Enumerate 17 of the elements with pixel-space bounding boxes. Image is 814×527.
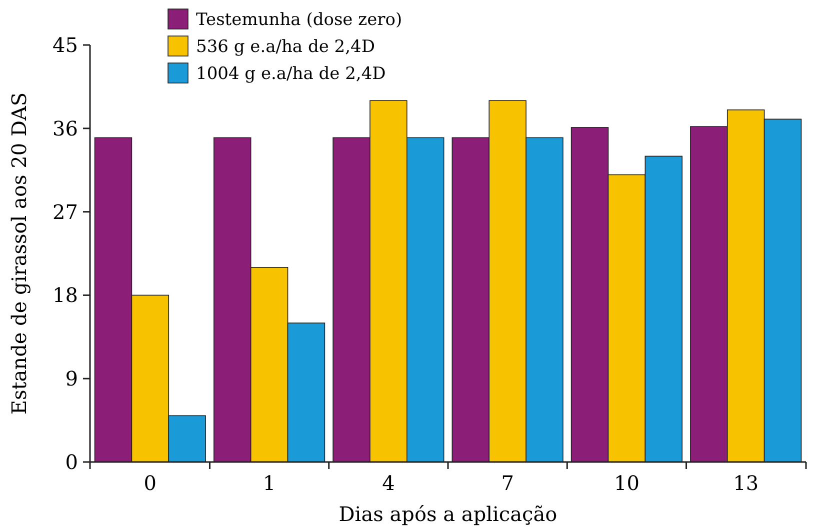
- y-tick-label: 9: [65, 366, 78, 391]
- x-axis-title: Dias após a aplicação: [338, 502, 558, 526]
- y-tick-label: 18: [52, 283, 78, 308]
- legend-label: 536 g e.a/ha de 2,4D: [196, 36, 375, 57]
- x-tick-label: 4: [382, 471, 395, 495]
- y-axis-title: Estande de girassol aos 20 DAS: [7, 92, 31, 415]
- y-tick-label: 27: [52, 200, 78, 224]
- x-tick-label: 0: [144, 471, 157, 495]
- y-tick-label: 0: [65, 450, 78, 474]
- legend-label: Testemunha (dose zero): [196, 10, 402, 30]
- x-tick-label: 7: [501, 471, 514, 495]
- x-tick-label: 1: [262, 471, 276, 495]
- y-tick-label: 36: [52, 116, 78, 140]
- x-tick-label: 10: [614, 471, 640, 495]
- y-tick-label: 45: [52, 33, 78, 57]
- x-tick-label: 13: [733, 471, 759, 495]
- legend-label: 1004 g e.a/ha de 2,4D: [196, 64, 386, 84]
